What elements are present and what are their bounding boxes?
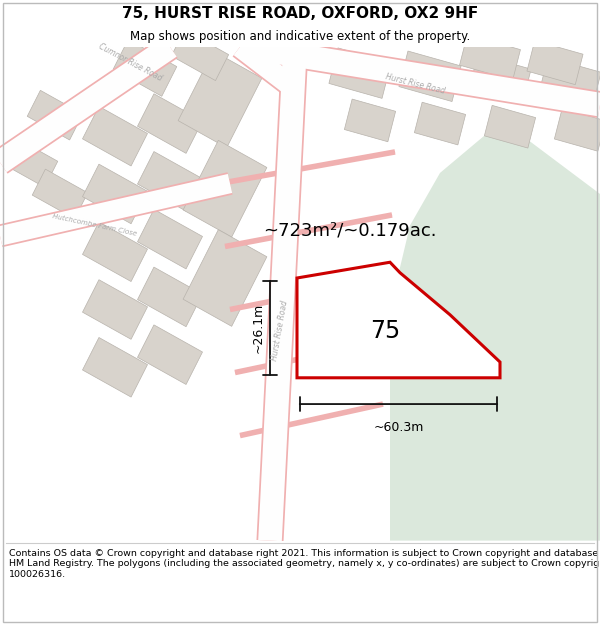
Text: ~723m²/~0.179ac.: ~723m²/~0.179ac. xyxy=(263,222,437,240)
Bar xyxy=(83,280,148,339)
Bar xyxy=(113,39,177,96)
Text: Cumnor Rise Road: Cumnor Rise Road xyxy=(97,42,163,83)
Bar xyxy=(399,51,461,101)
Text: Hurst Rise Road: Hurst Rise Road xyxy=(385,72,446,96)
Bar xyxy=(344,99,395,142)
Bar xyxy=(554,109,600,151)
Bar xyxy=(2,138,58,188)
Bar xyxy=(137,94,202,153)
Bar xyxy=(539,58,600,108)
Text: 75: 75 xyxy=(370,319,400,342)
Bar xyxy=(484,106,536,148)
Bar xyxy=(415,102,466,145)
Bar xyxy=(137,209,202,269)
Bar xyxy=(460,34,520,80)
Bar xyxy=(178,51,262,148)
Text: Map shows position and indicative extent of the property.: Map shows position and indicative extent… xyxy=(130,30,470,43)
Bar xyxy=(137,267,202,327)
Bar xyxy=(183,141,267,237)
Bar xyxy=(27,91,83,140)
Text: Hutchcombe Farm Close: Hutchcombe Farm Close xyxy=(52,214,138,238)
Bar xyxy=(83,106,148,166)
Polygon shape xyxy=(390,131,600,541)
Bar xyxy=(137,151,202,211)
Bar xyxy=(137,325,202,384)
Bar xyxy=(469,54,531,104)
Text: Contains OS data © Crown copyright and database right 2021. This information is : Contains OS data © Crown copyright and d… xyxy=(9,549,600,579)
Bar xyxy=(527,41,583,84)
Text: ~60.3m: ~60.3m xyxy=(373,421,424,434)
Bar xyxy=(83,338,148,397)
Text: ~26.1m: ~26.1m xyxy=(252,302,265,353)
Bar xyxy=(183,229,267,326)
Bar xyxy=(329,48,391,98)
Bar xyxy=(172,30,229,81)
Text: 75, HURST RISE ROAD, OXFORD, OX2 9HF: 75, HURST RISE ROAD, OXFORD, OX2 9HF xyxy=(122,6,478,21)
Polygon shape xyxy=(297,262,500,378)
Text: Hurst Rise Road: Hurst Rise Road xyxy=(270,300,290,361)
Bar xyxy=(83,222,148,281)
Bar xyxy=(32,169,88,219)
Bar xyxy=(83,164,148,224)
